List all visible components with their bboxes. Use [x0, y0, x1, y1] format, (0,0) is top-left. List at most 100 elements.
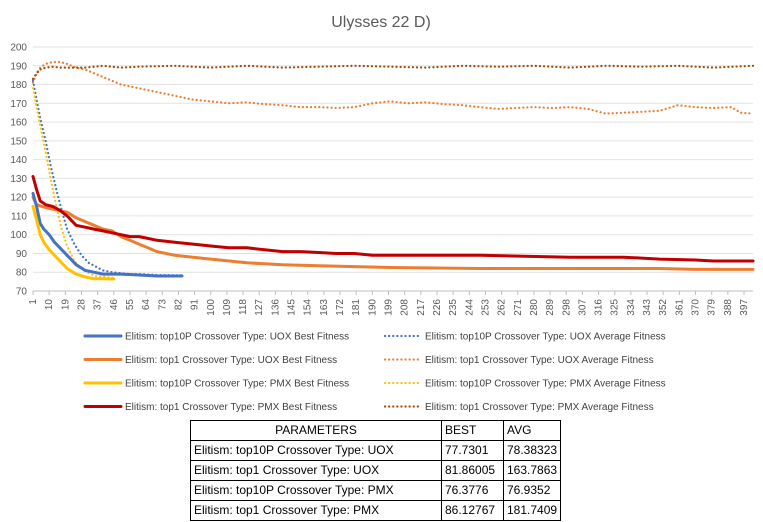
x-tick-label: 226: [432, 299, 443, 316]
x-tick-label: 208: [400, 299, 411, 316]
table-header-row: PARAMETERS BEST AVG: [190, 420, 562, 441]
cell-best: 77.7301: [441, 440, 504, 461]
x-tick-label: 244: [464, 299, 475, 316]
y-tick-label: 200: [10, 43, 27, 54]
x-tick-label: 316: [594, 299, 605, 316]
x-tick-label: 19: [60, 299, 71, 311]
y-tick-label: 70: [16, 287, 28, 298]
y-tick-label: 120: [10, 193, 27, 204]
series-line: [31, 79, 184, 277]
x-tick-label: 28: [76, 299, 87, 311]
series-line: [31, 195, 755, 271]
cell-best: 86.12767: [441, 500, 504, 521]
x-tick-label: 109: [222, 299, 233, 316]
legend-label: Elitism: top1 Crossover Type: PMX Averag…: [425, 402, 654, 413]
x-tick-label: 262: [497, 299, 508, 316]
y-tick-label: 80: [16, 268, 28, 279]
cell-parameters: Elitism: top10P Crossover Type: UOX: [190, 440, 442, 461]
table-row: Elitism: top1 Crossover Type: PMX 86.127…: [190, 500, 562, 521]
x-tick-label: 163: [319, 299, 330, 316]
x-tick-label: 361: [674, 299, 685, 316]
series-line: [31, 87, 115, 279]
cell-parameters: Elitism: top1 Crossover Type: PMX: [190, 500, 442, 521]
x-tick-label: 136: [270, 299, 281, 316]
x-tick-label: 343: [642, 299, 653, 316]
y-tick-label: 170: [10, 99, 27, 110]
legend-label: Elitism: top10P Crossover Type: PMX Aver…: [425, 379, 666, 390]
parameters-table: PARAMETERS BEST AVG Elitism: top10P Cros…: [190, 420, 562, 521]
x-tick-label: 235: [448, 299, 459, 316]
chart-title: Ulysses 22 D): [331, 14, 431, 31]
legend-label: Elitism: top10P Crossover Type: PMX Best…: [125, 379, 349, 390]
x-tick-label: 334: [626, 299, 637, 316]
header-parameters: PARAMETERS: [190, 420, 442, 441]
series-lines: [31, 60, 755, 281]
series-line: [31, 175, 755, 263]
y-tick-label: 180: [10, 80, 27, 91]
y-tick-label: 110: [11, 211, 27, 222]
y-tick-label: 190: [10, 61, 27, 72]
x-tick-label: 271: [513, 299, 524, 316]
x-tick-label: 253: [480, 299, 491, 316]
cell-parameters: Elitism: top10P Crossover Type: PMX: [190, 480, 442, 501]
y-tick-label: 130: [10, 174, 27, 185]
cell-avg: 76.9352: [502, 480, 562, 501]
y-tick-label: 140: [10, 155, 27, 166]
x-tick-label: 298: [561, 299, 572, 316]
x-tick-label: 289: [545, 299, 556, 316]
series-line: [31, 191, 184, 278]
x-tick-label: 82: [173, 299, 184, 311]
cell-avg: 78.38323: [502, 440, 562, 461]
y-tick-label: 100: [10, 230, 27, 241]
header-best: BEST: [441, 420, 504, 441]
table-row: Elitism: top10P Crossover Type: UOX 77.7…: [190, 440, 562, 461]
x-tick-label: 55: [125, 299, 136, 311]
x-tick-label: 172: [335, 299, 346, 316]
cell-avg: 181.7409: [502, 500, 562, 521]
x-tick-label: 199: [384, 299, 395, 316]
legend-label: Elitism: top10P Crossover Type: UOX Best…: [125, 332, 349, 343]
x-tick-label: 217: [416, 299, 427, 316]
cell-avg: 163.7863: [502, 460, 562, 481]
x-tick-label: 145: [287, 299, 298, 316]
x-tick-label: 37: [93, 299, 104, 311]
x-tick-label: 181: [351, 299, 362, 316]
x-tick-label: 1: [28, 299, 39, 305]
x-tick-label: 100: [206, 299, 217, 316]
x-tick-label: 127: [254, 299, 265, 316]
table-row: Elitism: top1 Crossover Type: UOX 81.860…: [190, 460, 562, 481]
x-tick-label: 46: [109, 299, 120, 311]
legend-label: Elitism: top1 Crossover Type: UOX Averag…: [425, 355, 654, 366]
legend: Elitism: top10P Crossover Type: UOX Best…: [83, 332, 666, 413]
x-tick-label: 325: [610, 299, 621, 316]
x-tick-label: 154: [303, 299, 314, 316]
y-tick-label: 150: [10, 136, 27, 147]
legend-label: Elitism: top1 Crossover Type: UOX Best F…: [125, 355, 337, 366]
x-axis-tick-labels: 1 10 19 28 37 46 55 64 73 82 91 100 109 118 127 136 145 1…: [28, 299, 750, 316]
x-tick-label: 352: [658, 299, 669, 316]
x-tick-label: 91: [190, 299, 201, 311]
x-tick-label: 118: [238, 299, 249, 315]
x-tick-label: 307: [577, 299, 588, 316]
series-line: [31, 64, 755, 81]
cell-parameters: Elitism: top1 Crossover Type: UOX: [190, 460, 442, 481]
series-line: [31, 60, 755, 115]
x-tick-label: 10: [44, 299, 55, 311]
legend-label: Elitism: top1 Crossover Type: PMX Best F…: [125, 402, 337, 413]
series-line: [31, 205, 116, 281]
x-tick-label: 73: [157, 299, 168, 311]
header-avg: AVG: [502, 420, 562, 441]
table-row: Elitism: top10P Crossover Type: PMX 76.3…: [190, 480, 562, 501]
x-tick-label: 280: [529, 299, 540, 316]
y-tick-label: 90: [16, 249, 28, 260]
grid-lines: [32, 46, 753, 295]
legend-label: Elitism: top10P Crossover Type: UOX Aver…: [425, 332, 666, 343]
y-axis-tick-labels: 70 80 90 100 110 120 130 140 150 160 170 180 190 200: [10, 43, 27, 298]
cell-best: 81.86005: [441, 460, 504, 481]
x-tick-label: 397: [739, 299, 750, 316]
x-tick-label: 370: [691, 299, 702, 316]
y-tick-label: 160: [10, 118, 27, 129]
cell-best: 76.3776: [441, 480, 504, 501]
x-tick-label: 64: [141, 299, 152, 311]
